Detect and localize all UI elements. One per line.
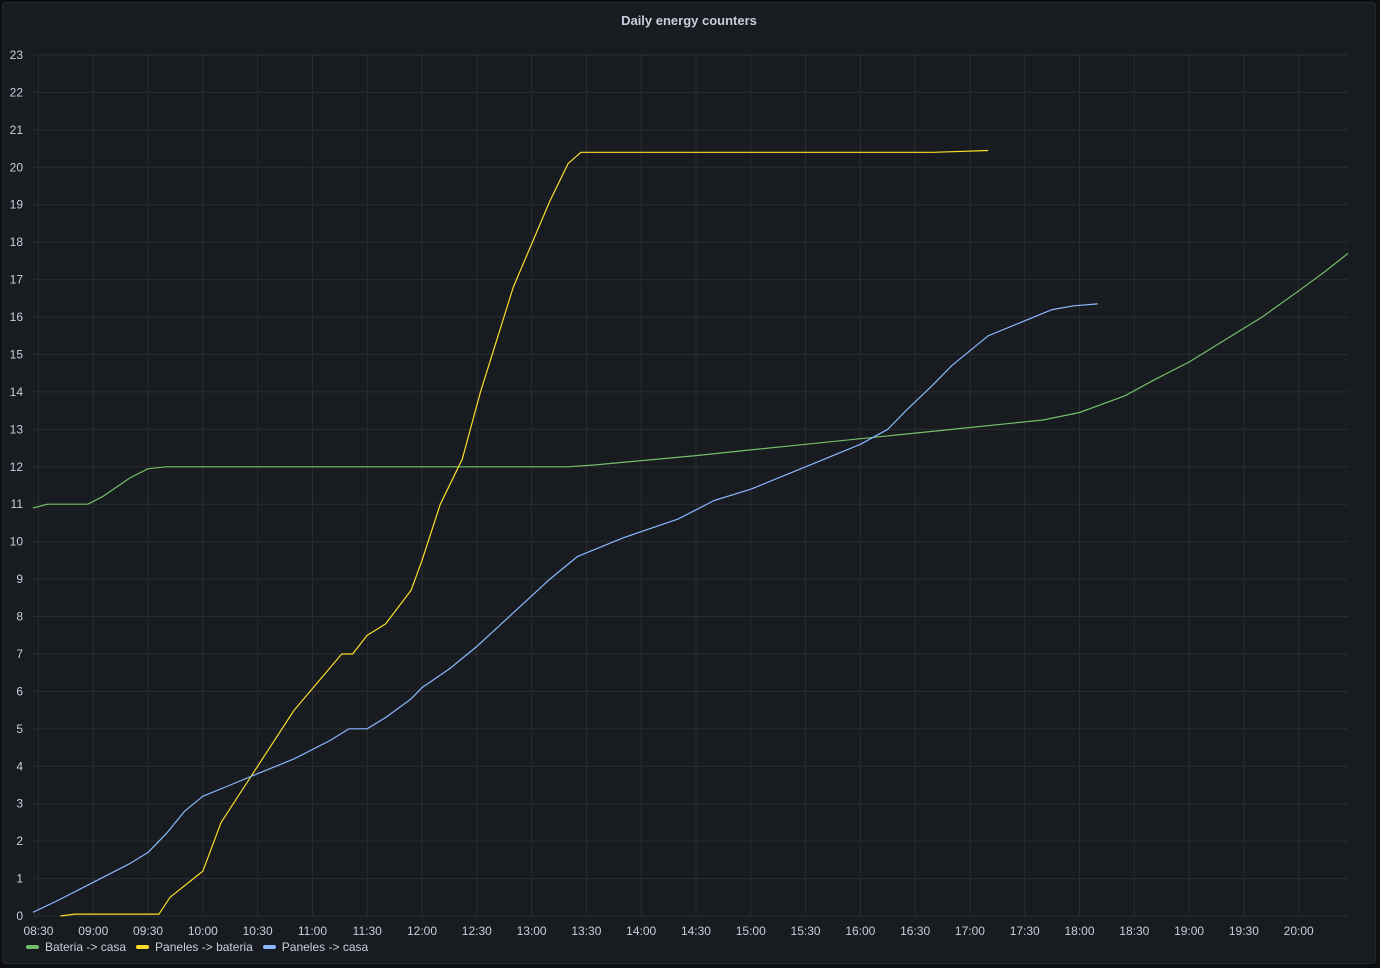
x-tick-label: 20:00 (1284, 924, 1314, 938)
chart-title: Daily energy counters (621, 13, 757, 28)
y-tick-label: 3 (16, 797, 23, 811)
y-tick-label: 0 (16, 909, 23, 923)
legend-label: Bateria -> casa (45, 940, 127, 954)
x-tick-label: 12:00 (407, 924, 437, 938)
legend-item[interactable]: Paneles -> bateria (136, 940, 253, 954)
y-tick-label: 14 (10, 385, 24, 399)
legend-label: Paneles -> bateria (155, 940, 253, 954)
series-line-3 (32, 303, 1098, 913)
y-tick-label: 9 (16, 572, 23, 586)
y-tick-label: 22 (10, 85, 24, 99)
x-tick-label: 12:30 (462, 924, 492, 938)
x-tick-label: 09:00 (78, 924, 108, 938)
x-tick-label: 10:30 (243, 924, 273, 938)
x-tick-label: 16:00 (845, 924, 875, 938)
legend-swatch (136, 945, 150, 949)
x-tick-label: 15:00 (736, 924, 766, 938)
series-lines (32, 149, 1349, 917)
x-tick-label: 09:30 (133, 924, 163, 938)
grid (33, 54, 1348, 917)
legend-item[interactable]: Bateria -> casa (26, 940, 126, 954)
series-line-2 (60, 149, 989, 917)
y-tick-label: 13 (10, 422, 24, 436)
y-tick-label: 5 (16, 722, 23, 736)
x-tick-label: 19:30 (1229, 924, 1259, 938)
y-tick-label: 1 (16, 872, 23, 886)
legend-item[interactable]: Paneles -> casa (262, 940, 369, 954)
y-tick-label: 4 (16, 759, 23, 773)
y-tick-label: 19 (10, 198, 24, 212)
x-tick-label: 08:30 (23, 924, 53, 938)
x-tick-label: 17:00 (955, 924, 985, 938)
x-tick-label: 17:30 (1010, 924, 1040, 938)
x-tick-label: 11:30 (353, 924, 382, 938)
y-tick-label: 17 (10, 273, 24, 287)
y-tick-label: 7 (16, 647, 23, 661)
y-tick-label: 10 (10, 535, 24, 549)
series-line-1 (32, 252, 1349, 509)
x-tick-label: 11:00 (298, 924, 327, 938)
x-tick-label: 13:00 (517, 924, 547, 938)
y-tick-label: 2 (16, 834, 23, 848)
y-tick-label: 21 (10, 123, 24, 137)
legend-swatch (26, 945, 39, 949)
y-tick-label: 8 (16, 610, 23, 624)
y-tick-label: 12 (10, 460, 24, 474)
x-tick-label: 18:00 (1065, 924, 1095, 938)
legend-label: Paneles -> casa (281, 940, 369, 954)
x-tick-label: 14:30 (681, 924, 711, 938)
x-tick-label: 18:30 (1119, 924, 1149, 938)
x-tick-label: 15:30 (791, 924, 821, 938)
y-tick-label: 23 (10, 48, 24, 62)
y-tick-label: 15 (10, 347, 24, 361)
y-tick-label: 11 (11, 497, 24, 511)
legend: Bateria -> casa Paneles -> bateria Paneles… (26, 940, 368, 954)
x-tick-label: 19:00 (1174, 924, 1204, 938)
y-tick-label: 20 (10, 160, 24, 174)
x-axis: 08:30 09:00 09:30 10:00 10:30 11:00 11:30 12:00… (23, 924, 1314, 938)
y-tick-label: 18 (10, 235, 24, 249)
legend-swatch (262, 945, 276, 949)
x-tick-label: 14:00 (626, 924, 656, 938)
y-tick-label: 6 (16, 684, 23, 698)
x-tick-label: 10:00 (188, 924, 218, 938)
x-tick-label: 13:30 (571, 924, 601, 938)
y-tick-label: 16 (10, 310, 24, 324)
x-tick-label: 16:30 (900, 924, 930, 938)
